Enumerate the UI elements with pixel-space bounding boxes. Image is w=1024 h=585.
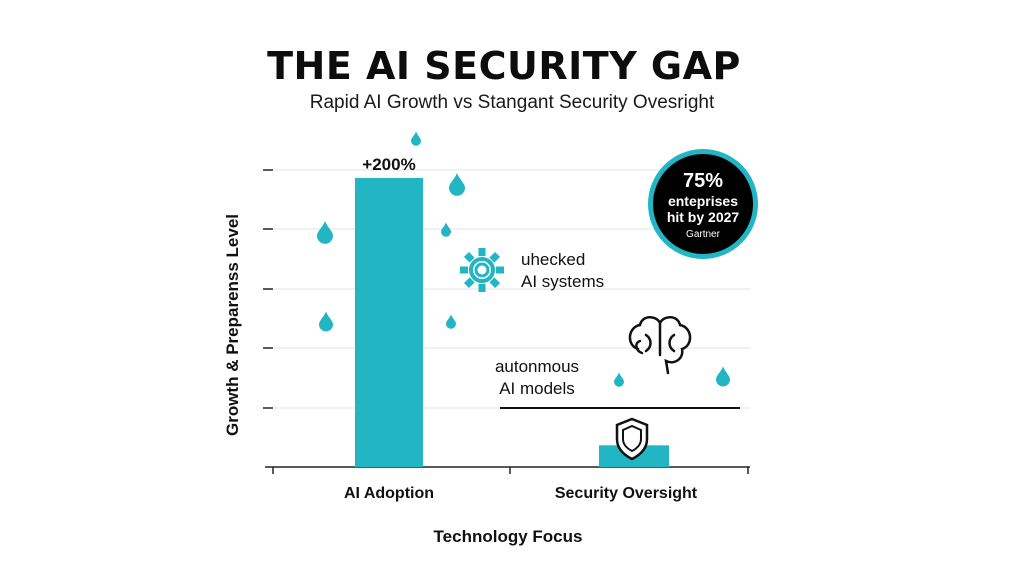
water-drop-icon bbox=[446, 314, 456, 329]
annotation-line: AI models bbox=[499, 379, 575, 398]
badge-line: hit by 2027 bbox=[666, 209, 740, 225]
water-drop-icon bbox=[411, 131, 421, 146]
shield-icon bbox=[615, 417, 649, 461]
annotation-unchecked-ai: uhecked AI systems bbox=[521, 249, 604, 293]
chart-title: THE AI SECURITY GAP bbox=[267, 44, 741, 88]
water-drop-icon bbox=[441, 222, 451, 237]
brain-icon bbox=[628, 316, 692, 375]
annotation-line: uhecked bbox=[521, 250, 586, 269]
annotation-autonomous-ai: autonmous AI models bbox=[482, 356, 592, 400]
annotation-line: autonmous bbox=[494, 357, 580, 376]
x-tick-label: Security Oversight bbox=[555, 485, 698, 502]
water-drop-icon bbox=[716, 366, 730, 387]
bar-ai-adoption bbox=[355, 178, 423, 467]
water-drop-icon bbox=[614, 372, 624, 387]
gear-icon bbox=[460, 248, 504, 292]
badge-value: 75% bbox=[682, 170, 724, 192]
chart-subtitle: Rapid AI Growth vs Stangant Security Ove… bbox=[309, 92, 715, 113]
y-axis-label: Growth & Preparenss Level bbox=[223, 214, 242, 436]
bar-data-label: +200% bbox=[362, 155, 415, 174]
annotation-line: AI systems bbox=[521, 272, 605, 291]
water-drop-icon bbox=[449, 173, 465, 196]
badge-source: Gartner bbox=[686, 229, 720, 240]
y-axis-ticks bbox=[263, 169, 273, 409]
x-tick-label: AI Adoption bbox=[344, 485, 434, 502]
stat-badge: 75% enteprises hit by 2027 Gartner bbox=[648, 149, 758, 259]
badge-line: enteprises bbox=[667, 193, 739, 209]
x-axis-label: Technology Focus bbox=[434, 527, 583, 546]
water-drop-icon bbox=[317, 221, 333, 244]
water-drop-icon bbox=[319, 311, 333, 332]
